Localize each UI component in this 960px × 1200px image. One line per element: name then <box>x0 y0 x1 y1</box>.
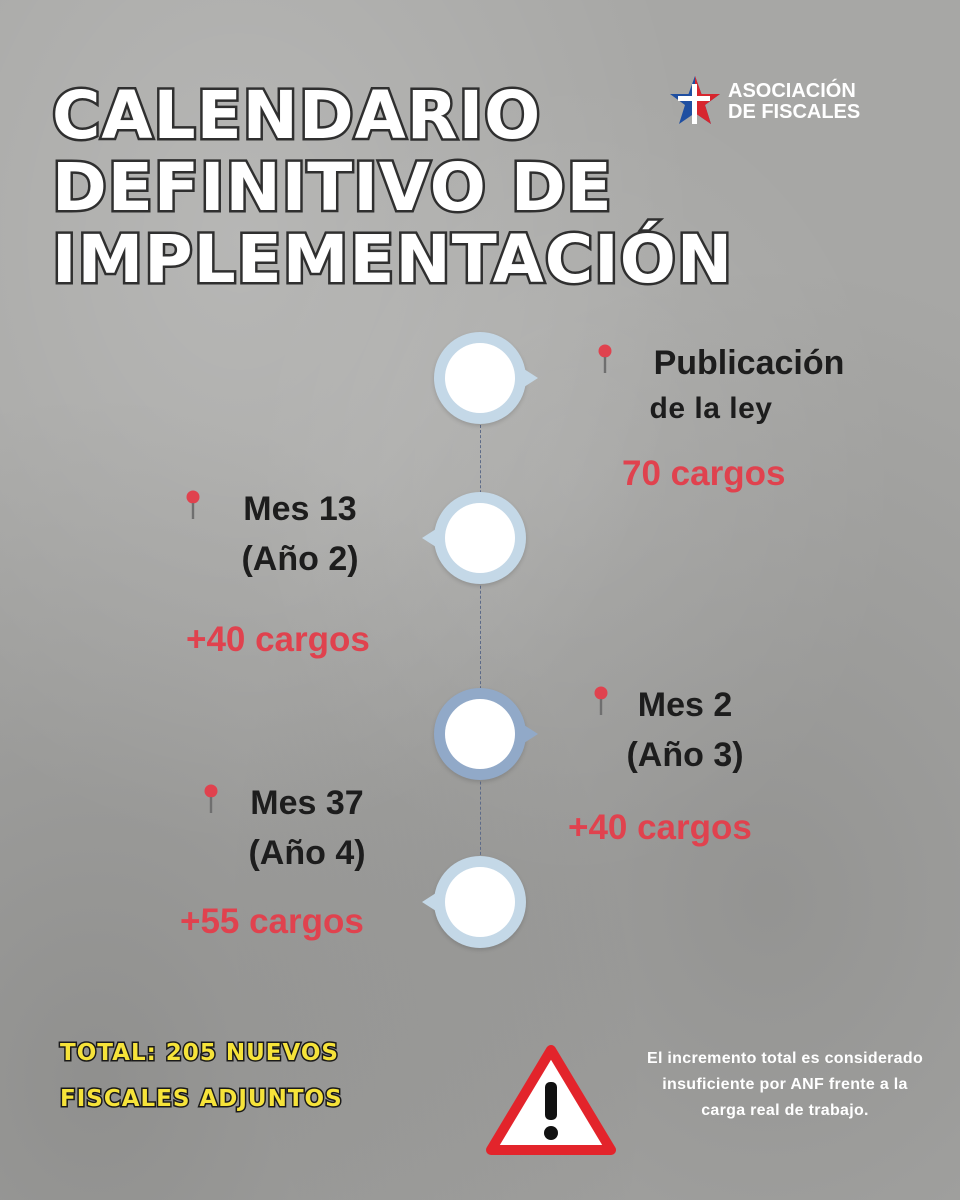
logo-text-line-1: ASOCIACIÓN <box>728 80 856 102</box>
milestone-4-count: +55 cargos <box>180 902 364 941</box>
title-line-2: DEFINITIVO DE <box>49 149 614 226</box>
milestone-3-label: Mes 2 (Año 3) <box>600 680 770 780</box>
total-line-2: FISCALES ADJUNTOS <box>59 1085 344 1114</box>
note-line-1: El incremento total es considerado <box>646 1050 924 1067</box>
timeline-node-1 <box>434 332 538 424</box>
pin-icon <box>594 686 608 715</box>
pin-icon <box>204 784 218 813</box>
total-line-1: TOTAL: 205 NUEVOS <box>59 1039 340 1068</box>
logo-text-line-2: DE FISCALES <box>728 101 861 123</box>
total-summary: TOTAL: 205 NUEVOS FISCALES ADJUNTOS <box>59 1030 344 1122</box>
milestone-4-line-1: Mes 37 <box>250 784 364 822</box>
milestone-3-count: +40 cargos <box>568 808 752 847</box>
milestone-1-label-2: de la ley <box>600 386 822 432</box>
milestone-3-line-1: Mes 2 <box>637 686 733 724</box>
timeline-line <box>480 420 481 880</box>
milestone-4-label: Mes 37 (Año 4) <box>222 778 392 878</box>
timeline-node-3 <box>434 688 538 780</box>
title-line-1: CALENDARIO <box>49 77 542 154</box>
pin-icon <box>186 490 200 519</box>
milestone-1-line-2: de la ley <box>649 392 773 425</box>
milestone-2-line-2: (Año 2) <box>241 540 359 578</box>
title-line-3: IMPLEMENTACIÓN <box>49 221 734 298</box>
milestone-2-label: Mes 13 (Año 2) <box>210 484 390 584</box>
milestone-1-count: 70 cargos <box>622 454 786 493</box>
milestone-4-line-2: (Año 4) <box>248 834 366 872</box>
timeline-node-2 <box>422 492 526 584</box>
warning-icon <box>486 1045 616 1155</box>
milestone-2-count: +40 cargos <box>186 620 370 659</box>
pin-icon <box>598 344 612 373</box>
note-text: El incremento total es considerado insuf… <box>610 1046 960 1124</box>
milestone-1-label: Publicación <box>614 338 884 388</box>
association-logo: ASOCIACIÓN DE FISCALES <box>668 74 860 130</box>
logo-text: ASOCIACIÓN DE FISCALES <box>728 81 860 123</box>
milestone-2-line-1: Mes 13 <box>243 490 357 528</box>
timeline-node-4 <box>422 856 526 948</box>
page-title: CALENDARIO DEFINITIVO DE IMPLEMENTACIÓN <box>49 77 734 298</box>
milestone-1-line-1: Publicación <box>653 344 845 382</box>
note-line-2: insuficiente por ANF frente a la <box>662 1076 908 1093</box>
note-line-3: carga real de trabajo. <box>701 1102 869 1119</box>
milestone-3-line-2: (Año 3) <box>626 736 744 774</box>
logo-star-icon <box>670 76 720 124</box>
